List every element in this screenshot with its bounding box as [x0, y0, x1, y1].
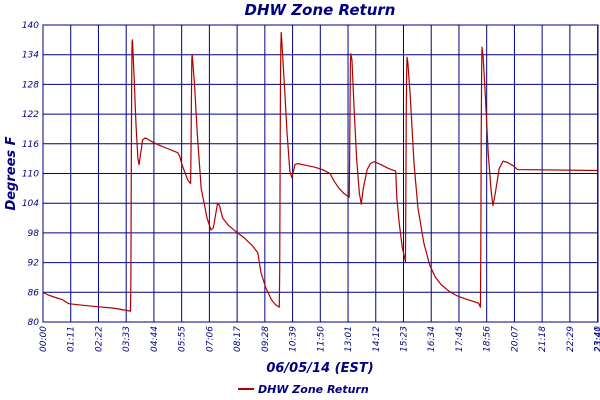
x-tick-label: 04:44	[150, 326, 160, 352]
legend-label: DHW Zone Return	[258, 383, 369, 396]
x-tick-label: 18:56	[483, 326, 493, 352]
x-tick-label: 01:11	[67, 326, 77, 352]
x-tick-label: 16:34	[427, 326, 437, 352]
y-tick-labels: 80 86 92 98 104 110 116 122 128 134 140	[22, 21, 39, 328]
x-tick-label: 09:28	[261, 326, 271, 352]
series-line	[42, 31, 599, 312]
x-tick-label: 07:06	[205, 326, 215, 352]
y-tick-label: 86	[28, 288, 40, 298]
x-tick-label: 13:01	[344, 326, 354, 352]
x-tick-label: 11:50	[316, 326, 326, 352]
x-tick-label: 02:22	[94, 326, 104, 352]
x-tick-label: 03:33	[122, 326, 132, 352]
x-tick-label: 14:12	[372, 326, 382, 352]
x-tick-label: 23:40	[594, 326, 600, 352]
y-tick-label: 92	[28, 259, 40, 269]
x-tick-label: 10:39	[289, 326, 299, 352]
chart-title: DHW Zone Return	[245, 1, 396, 19]
legend: DHW Zone Return	[238, 383, 369, 396]
series-layer	[42, 31, 599, 312]
x-tick-label: 05:55	[178, 326, 188, 352]
y-tick-label: 110	[22, 170, 39, 180]
y-tick-label: 122	[22, 110, 39, 120]
x-tick-label: 08:17	[233, 326, 243, 352]
x-tick-label: 22:29	[566, 326, 576, 352]
x-tick-label: 17:45	[455, 326, 465, 352]
plot-frame	[42, 24, 599, 323]
x-tick-label: 23:41	[594, 326, 600, 352]
x-axis-label: 06/05/14 (EST)	[266, 361, 373, 376]
y-tick-label: 80	[28, 318, 40, 328]
x-tick-labels: 00:00 01:11 02:22 03:33 04:44 05:55 07:06 08:17…	[39, 326, 600, 352]
y-tick-label: 98	[28, 229, 40, 239]
x-tick-label: 21:18	[538, 326, 548, 352]
y-tick-label: 134	[22, 51, 39, 61]
y-tick-label: 104	[22, 199, 39, 209]
grid	[42, 24, 599, 323]
y-tick-label: 140	[22, 21, 39, 31]
x-tick-label: 00:00	[39, 326, 49, 352]
x-tick-label: 15:23	[399, 326, 409, 352]
y-tick-label: 116	[22, 140, 39, 150]
y-tick-label: 128	[22, 80, 39, 90]
y-axis-label: Degrees F	[4, 136, 19, 210]
x-tick-label: 20:07	[510, 326, 520, 352]
